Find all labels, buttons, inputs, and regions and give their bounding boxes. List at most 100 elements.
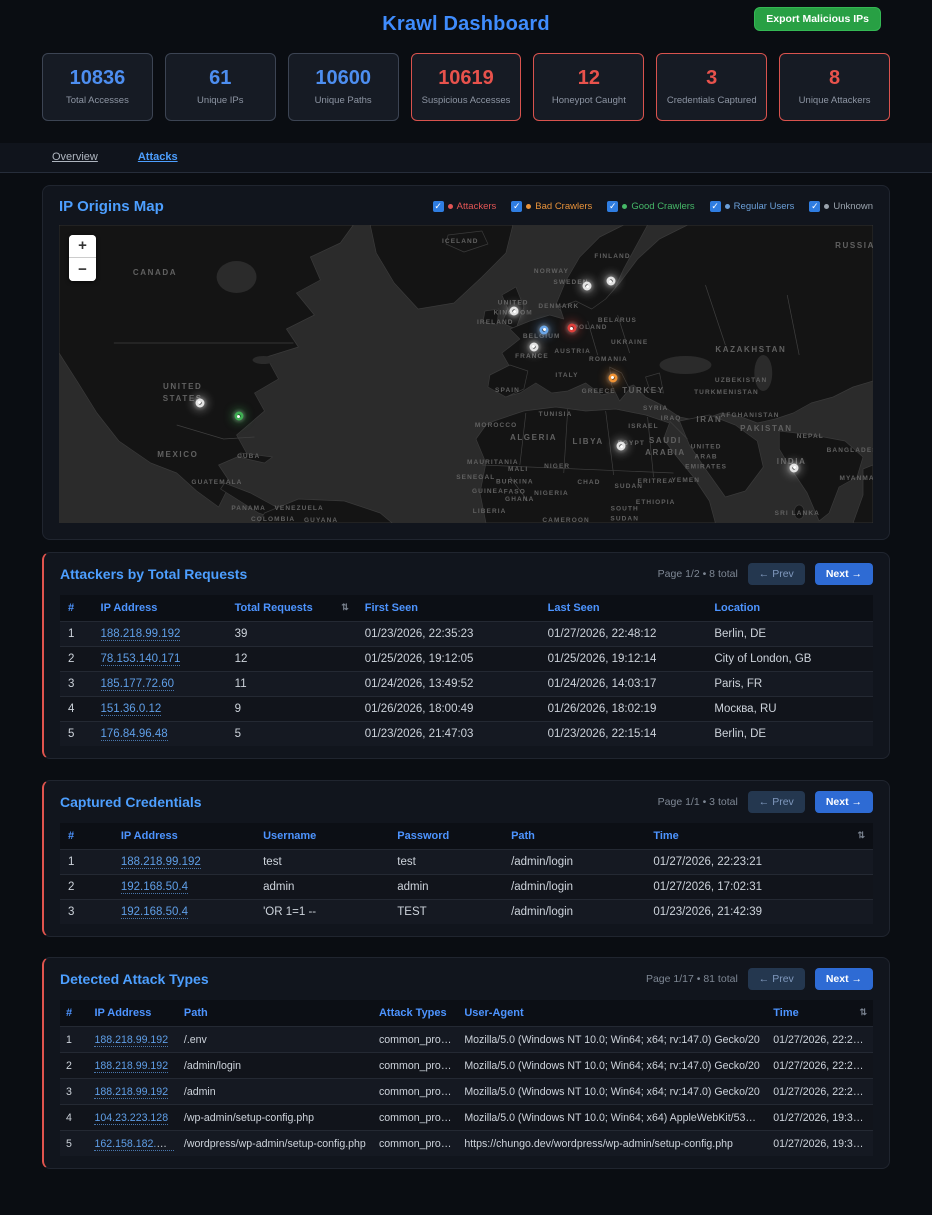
cell-location: Berlin, DE — [706, 721, 873, 746]
next-page-button[interactable]: Next → — [814, 968, 873, 990]
ip-link[interactable]: 78.153.140.171 — [100, 653, 181, 666]
table-title: Captured Credentials — [60, 794, 202, 810]
cell-path: /wordpress/wp-admin/setup-config.php — [177, 1130, 373, 1156]
column-header-ip-address: IP Address — [92, 595, 227, 622]
marker-center-dot — [532, 345, 536, 349]
map-marker-unknown[interactable] — [529, 342, 539, 352]
map-marker-attacker[interactable] — [567, 323, 577, 333]
legend-dot-icon — [824, 204, 830, 209]
map-marker-unknown[interactable] — [616, 441, 626, 451]
marker-center-dot — [512, 309, 516, 313]
legend-item-bad-crawlers[interactable]: ✓ Bad Crawlers — [511, 201, 592, 212]
map-marker-good[interactable] — [234, 411, 244, 421]
ip-link[interactable]: 188.218.99.192 — [94, 1033, 169, 1047]
page-info: Page 1/17 • 81 total — [645, 973, 738, 985]
credentials-table-card: Captured Credentials Page 1/1 • 3 total … — [42, 780, 890, 937]
table-row: 2 78.153.140.171 12 01/25/2026, 19:12:05 01/… — [60, 646, 873, 672]
cell-ip-address: 188.218.99.192 — [88, 1026, 178, 1053]
ip-link[interactable]: 188.218.99.192 — [94, 1085, 169, 1099]
legend-checkbox-good-crawlers[interactable]: ✓ — [607, 201, 619, 212]
cell-last-seen: 01/23/2026, 22:15:14 — [539, 721, 707, 746]
cell-time: 01/27/2026, 19:35:33 — [767, 1130, 873, 1156]
pagination: Page 1/1 • 3 total ← Prev Next → — [658, 791, 873, 813]
stat-card-unique-ips: 61 Unique IPs — [164, 53, 276, 121]
column-header-label: Password — [397, 830, 450, 842]
legend-item-regular-users[interactable]: ✓ Regular Users — [709, 201, 794, 212]
marker-center-dot — [198, 401, 202, 405]
ip-link[interactable]: 162.158.182.104 — [94, 1137, 174, 1151]
cell-time: 01/27/2026, 22:22:54 — [767, 1078, 873, 1105]
cell-ip-address: 192.168.50.4 — [112, 874, 256, 900]
prev-page-button[interactable]: ← Prev — [747, 968, 805, 990]
stat-label: Credentials Captured — [666, 95, 757, 106]
prev-page-button[interactable]: ← Prev — [747, 791, 805, 813]
legend-item-unknown[interactable]: ✓ Unknown — [809, 201, 873, 212]
column-header-label: # — [68, 830, 75, 842]
map-zoom-in-button[interactable]: + — [69, 235, 96, 258]
sort-icon[interactable]: ⇅ — [859, 1007, 867, 1017]
legend-item-good-crawlers[interactable]: ✓ Good Crawlers — [607, 201, 695, 212]
column-header-label: First Seen — [364, 602, 418, 614]
tab-overview[interactable]: Overview — [52, 151, 98, 163]
table-row: 3 192.168.50.4 'OR 1=1 -- TEST/admin/login 0… — [60, 899, 873, 924]
next-page-button[interactable]: Next → — [814, 563, 873, 585]
tab-attacks[interactable]: Attacks — [137, 151, 178, 163]
cell-last-seen: 01/26/2026, 18:02:19 — [539, 696, 707, 722]
cell-location: Москва, RU — [706, 696, 873, 722]
cell-ip-address: 176.84.96.48 — [92, 721, 227, 746]
ip-link[interactable]: 188.218.99.192 — [100, 628, 181, 641]
cell-ip-address: 188.218.99.192 — [92, 621, 227, 647]
ip-link[interactable]: 151.36.0.12 — [100, 703, 162, 716]
map-marker-unknown[interactable] — [606, 276, 616, 286]
table-row: 5 162.158.182.104/wordpress/wp-admin/setu… — [60, 1130, 873, 1156]
export-malicious-ips-button[interactable]: Export Malicious IPs — [754, 7, 881, 31]
stat-label: Honeypot Caught — [551, 95, 626, 106]
column-header-ip-address: IP Address — [112, 823, 256, 850]
cell-attack-types: common_probes — [372, 1104, 459, 1131]
table-row: 4 104.23.223.128/wp-admin/setup-config.ph… — [60, 1104, 873, 1131]
map-marker-regular[interactable] — [539, 325, 549, 335]
map-marker-unknown[interactable] — [195, 398, 205, 408]
legend-item-attackers[interactable]: ✓ Attackers — [432, 201, 496, 212]
cell-user-agent: Mozilla/5.0 (Windows NT 10.0; Win64; x64… — [458, 1026, 768, 1053]
ip-link[interactable]: 192.168.50.4 — [120, 881, 188, 894]
map-marker-unknown[interactable] — [509, 306, 519, 316]
map-marker-unknown[interactable] — [582, 281, 592, 291]
cell-first-seen: 01/25/2026, 19:12:05 — [356, 646, 540, 672]
legend-checkbox-bad-crawlers[interactable]: ✓ — [511, 201, 523, 212]
ip-link[interactable]: 185.177.72.60 — [100, 678, 175, 691]
cell-time: 01/27/2026, 22:26:11 — [767, 1026, 873, 1053]
ip-link[interactable]: 104.23.223.128 — [94, 1111, 169, 1125]
cell-: 4 — [60, 696, 93, 722]
cell-user-agent: https://chungo.dev/wordpress/wp-admin/se… — [458, 1130, 768, 1156]
sort-icon[interactable]: ⇅ — [857, 830, 865, 840]
page-info: Page 1/2 • 8 total — [657, 568, 738, 580]
map-marker-bad[interactable] — [608, 373, 618, 383]
column-header-time: Time ⇅ — [645, 823, 873, 850]
sort-icon[interactable]: ⇅ — [341, 602, 349, 612]
stat-card-unique-paths: 10600 Unique Paths — [287, 53, 399, 121]
column-header-label: Path — [511, 830, 535, 842]
table-row: 1 188.218.99.192 39 01/23/2026, 22:35:23 01/… — [60, 621, 873, 647]
world-map[interactable]: + − CANADA ICELAND UNITED STATES MEXICO CUBA… — [59, 225, 873, 523]
world-map-svg — [59, 225, 873, 523]
cell-time: 01/27/2026, 22:23:21 — [767, 1052, 873, 1079]
ip-link[interactable]: 192.168.50.4 — [120, 906, 188, 919]
map-zoom-out-button[interactable]: − — [69, 258, 96, 281]
prev-page-button[interactable]: ← Prev — [747, 563, 805, 585]
next-page-button[interactable]: Next → — [814, 791, 873, 813]
legend-dot-icon — [447, 204, 453, 209]
table-header-row: # IP Address Total Requests ⇅ First Seen Last… — [60, 595, 873, 622]
cell-first-seen: 01/24/2026, 13:49:52 — [356, 671, 540, 697]
ip-link[interactable]: 188.218.99.192 — [120, 856, 201, 869]
table-row: 1 188.218.99.192 test test/admin/login 01/27… — [60, 849, 873, 875]
legend-checkbox-unknown[interactable]: ✓ — [809, 201, 821, 212]
ip-link[interactable]: 176.84.96.48 — [100, 728, 168, 741]
ip-link[interactable]: 188.218.99.192 — [94, 1059, 169, 1073]
cell-password: admin — [389, 874, 504, 900]
map-marker-unknown[interactable] — [789, 463, 799, 473]
marker-center-dot — [609, 279, 613, 283]
legend-checkbox-regular-users[interactable]: ✓ — [709, 201, 721, 212]
legend-checkbox-attackers[interactable]: ✓ — [432, 201, 444, 212]
table-title: Attackers by Total Requests — [60, 566, 248, 582]
